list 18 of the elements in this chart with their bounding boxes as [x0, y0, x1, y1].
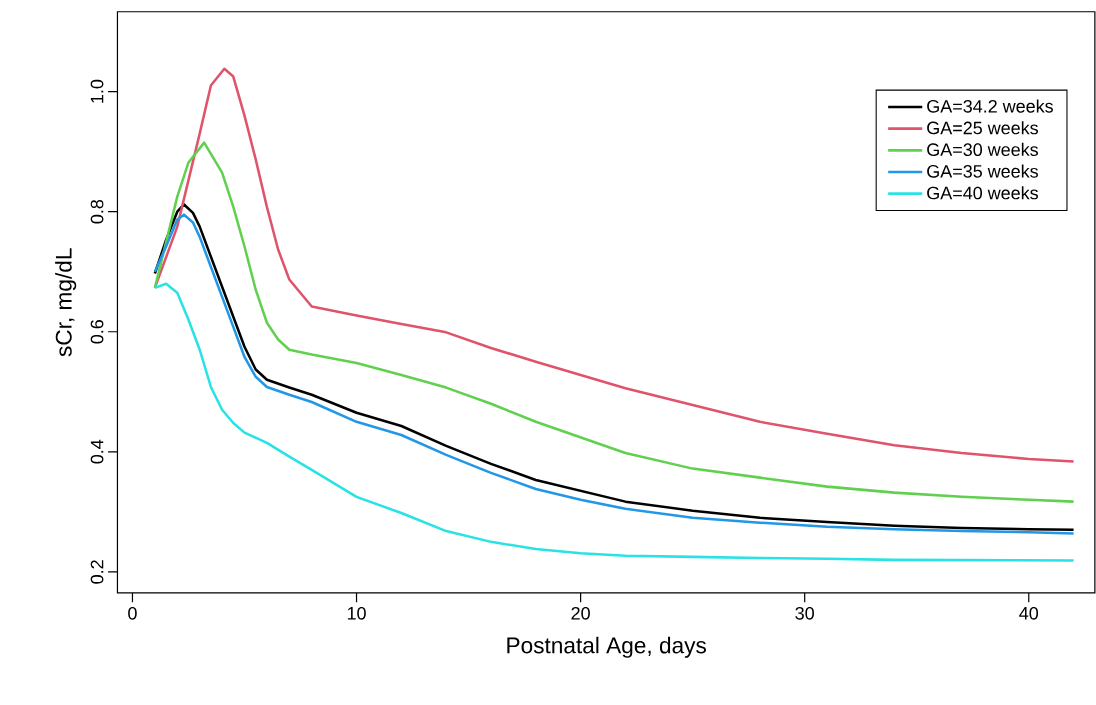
line-series — [153, 282, 1075, 562]
x-tick-label: 40 — [1019, 606, 1039, 620]
x-tick-label: 10 — [347, 606, 366, 620]
y-tick-label: 0.4 — [90, 439, 104, 464]
x-axis-title: Postnatal Age, days — [507, 636, 706, 658]
y-axis-title: sCr, mg/dL — [55, 248, 77, 357]
x-tick-label: 20 — [571, 606, 590, 620]
y-tick-label: 1.0 — [90, 79, 104, 103]
x-tick-label: 0 — [128, 606, 137, 620]
x-tick-label: 30 — [795, 606, 814, 620]
y-tick-label: 0.6 — [90, 320, 104, 344]
legend-label: GA=40 weeks — [927, 186, 1038, 200]
y-tick-label: 0.2 — [90, 560, 104, 584]
legend-label: GA=25 weeks — [927, 121, 1038, 135]
legend-label: GA=35 weeks — [927, 164, 1038, 178]
legend-label: GA=34.2 weeks — [927, 99, 1053, 113]
legend-label: GA=30 weeks — [927, 142, 1038, 156]
y-tick-label: 0.8 — [90, 199, 104, 224]
